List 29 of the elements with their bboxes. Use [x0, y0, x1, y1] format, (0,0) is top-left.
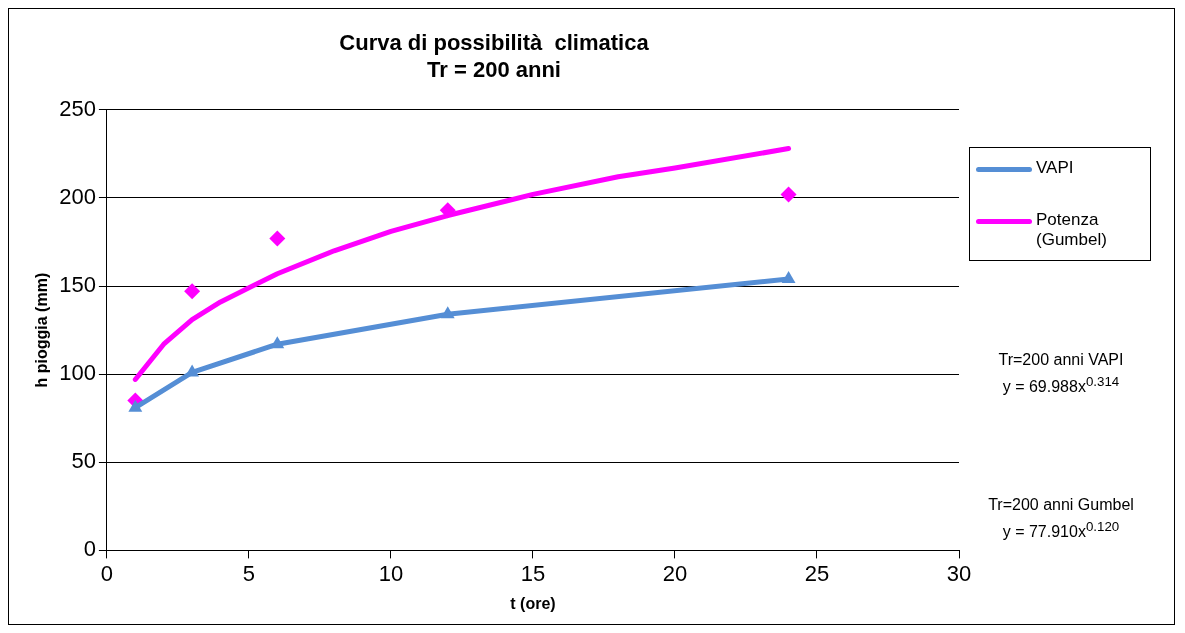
y-tick-label: 50 [71, 448, 96, 474]
x-tick-label: 10 [378, 560, 404, 586]
point [185, 364, 200, 377]
x-tick-label: 30 [946, 560, 972, 586]
text: Tr=200 anni VAPI y = 69.988x$^{0.314}$ [997, 350, 1125, 398]
y-tick-label: 200 [59, 183, 96, 209]
y-tick-label: 100 [59, 360, 96, 386]
x-tick-label: 20 [662, 560, 688, 586]
point [128, 399, 143, 412]
point [439, 202, 456, 219]
x-tick-label: 25 [804, 560, 830, 586]
y-axis-title: h pioggia (mm) [33, 272, 51, 388]
point [269, 230, 286, 247]
x-tick-label: 15 [520, 560, 546, 586]
x-tick-label: 0 [100, 560, 114, 586]
x-tick-label: 5 [242, 560, 256, 586]
y-tick-label: 250 [59, 95, 96, 121]
point [440, 306, 455, 319]
y-tick-label: 0 [83, 536, 96, 562]
text: Tr=200 anni Gumbel y = 77.910x$^{0.120}$ [987, 495, 1135, 543]
legend-label: VAPI [1036, 158, 1075, 178]
legend-label: Potenza (Gumbel) [1036, 210, 1108, 250]
point [184, 283, 201, 300]
chart-title: Curva di possibilità climatica Tr = 200 anni [339, 30, 650, 82]
point [781, 270, 796, 283]
x-axis-title: t (ore) [510, 594, 556, 612]
y-tick-label: 150 [59, 272, 96, 298]
point [780, 186, 797, 203]
point [270, 336, 285, 349]
